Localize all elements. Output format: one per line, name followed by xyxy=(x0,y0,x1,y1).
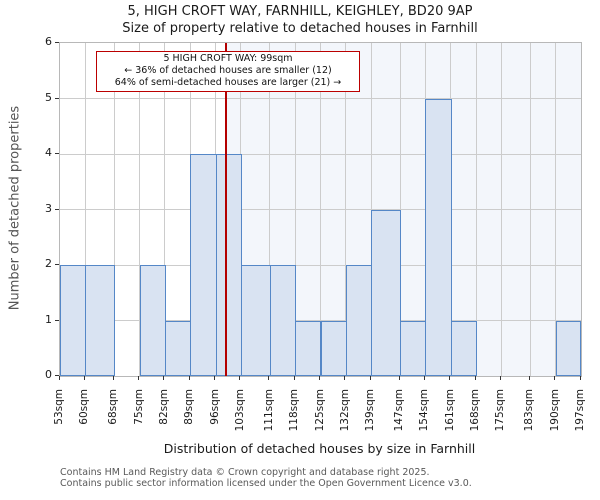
x-tick-label-text: 53sqm xyxy=(53,389,65,425)
x-axis-label: Distribution of detached houses by size … xyxy=(163,441,476,456)
x-tick-label-text: 190sqm xyxy=(548,389,561,432)
gridline-vertical xyxy=(475,43,477,376)
gridline-vertical xyxy=(555,43,557,376)
gridline-vertical xyxy=(529,43,531,376)
histogram-bar xyxy=(190,154,217,376)
x-tick-label-text: 147sqm xyxy=(393,389,406,432)
histogram-bar xyxy=(555,320,581,376)
histogram-bar xyxy=(371,209,402,376)
x-tick-label-text: 75sqm xyxy=(132,389,145,425)
attribution-footer: Contains HM Land Registry data © Crown c… xyxy=(60,467,580,490)
histogram-bar xyxy=(139,265,166,376)
x-tick-label-text: 118sqm xyxy=(288,389,301,432)
histogram-bar xyxy=(240,265,271,376)
gridline-vertical xyxy=(500,43,502,376)
histogram-bar xyxy=(345,265,373,376)
y-tick-label: 5 xyxy=(45,90,52,104)
x-tick-label-text: 197sqm xyxy=(574,389,586,432)
gridline-vertical xyxy=(139,43,141,376)
y-tick-label: 2 xyxy=(45,257,52,270)
annotation-property-line: 5 HIGH CROFT WAY: 99sqm xyxy=(163,53,293,64)
x-tick-label-text: 183sqm xyxy=(523,389,536,432)
gridline-vertical xyxy=(164,43,166,376)
attribution-line-2: Contains public sector information licen… xyxy=(60,477,472,489)
gridline-vertical xyxy=(345,43,347,376)
histogram-bar xyxy=(400,320,427,376)
marker-annotation-box: 5 HIGH CROFT WAY: 99sqm ← 36% of detache… xyxy=(96,51,360,92)
chart-title: 5, HIGH CROFT WAY, FARNHILL, KEIGHLEY, B… xyxy=(127,4,473,19)
x-tick-label-text: 68sqm xyxy=(107,389,120,425)
histogram-bar xyxy=(85,265,116,376)
histogram-bar xyxy=(425,98,452,376)
plot-area: 5 HIGH CROFT WAY: 99sqm ← 36% of detache… xyxy=(59,42,582,377)
histogram-bar xyxy=(215,154,242,376)
histogram-bar xyxy=(60,265,87,376)
attribution-line-1: Contains HM Land Registry data © Crown c… xyxy=(60,467,430,478)
gridline-vertical xyxy=(84,43,86,376)
y-tick-label: 0 xyxy=(45,368,52,381)
y-tick-label: 1 xyxy=(45,312,52,326)
x-tick-label-text: 168sqm xyxy=(469,389,482,432)
gridline-vertical xyxy=(113,43,115,376)
y-tick-label: 3 xyxy=(45,201,52,215)
histogram-bar xyxy=(450,320,478,376)
gridline-vertical xyxy=(294,43,296,376)
x-tick-label-text: 111sqm xyxy=(262,389,275,432)
histogram-bar xyxy=(269,265,297,376)
chart-subtitle: Size of property relative to detached ho… xyxy=(122,21,478,36)
histogram-bar xyxy=(164,320,192,376)
x-tick-label-text: 82sqm xyxy=(157,389,170,425)
annotation-larger-line: 64% of semi-detached houses are larger (… xyxy=(114,77,342,88)
y-tick-label: 4 xyxy=(45,146,52,159)
gridline-vertical xyxy=(320,43,321,376)
x-tick-label-text: 89sqm xyxy=(183,389,196,425)
histogram-bar xyxy=(295,320,322,376)
gridline-vertical xyxy=(269,43,271,376)
y-axis-label: Number of detached properties xyxy=(7,105,23,311)
x-tick-label-text: 125sqm xyxy=(313,389,326,432)
x-tick-label-text: 175sqm xyxy=(494,389,507,432)
x-tick-label-text: 139sqm xyxy=(364,389,377,432)
x-tick-label-text: 96sqm xyxy=(208,389,221,425)
y-tick-label: 6 xyxy=(45,35,52,48)
x-tick-label-text: 132sqm xyxy=(338,389,351,432)
annotation-smaller-line: ← 36% of detached houses are smaller (12… xyxy=(124,65,332,76)
x-tick-label-text: 103sqm xyxy=(233,389,246,432)
x-tick-label-text: 154sqm xyxy=(418,389,431,432)
x-tick-label-text: 60sqm xyxy=(78,389,91,425)
histogram-bar xyxy=(320,320,347,376)
x-tick-label-text: 161sqm xyxy=(443,389,456,432)
property-size-marker-line xyxy=(225,43,228,376)
